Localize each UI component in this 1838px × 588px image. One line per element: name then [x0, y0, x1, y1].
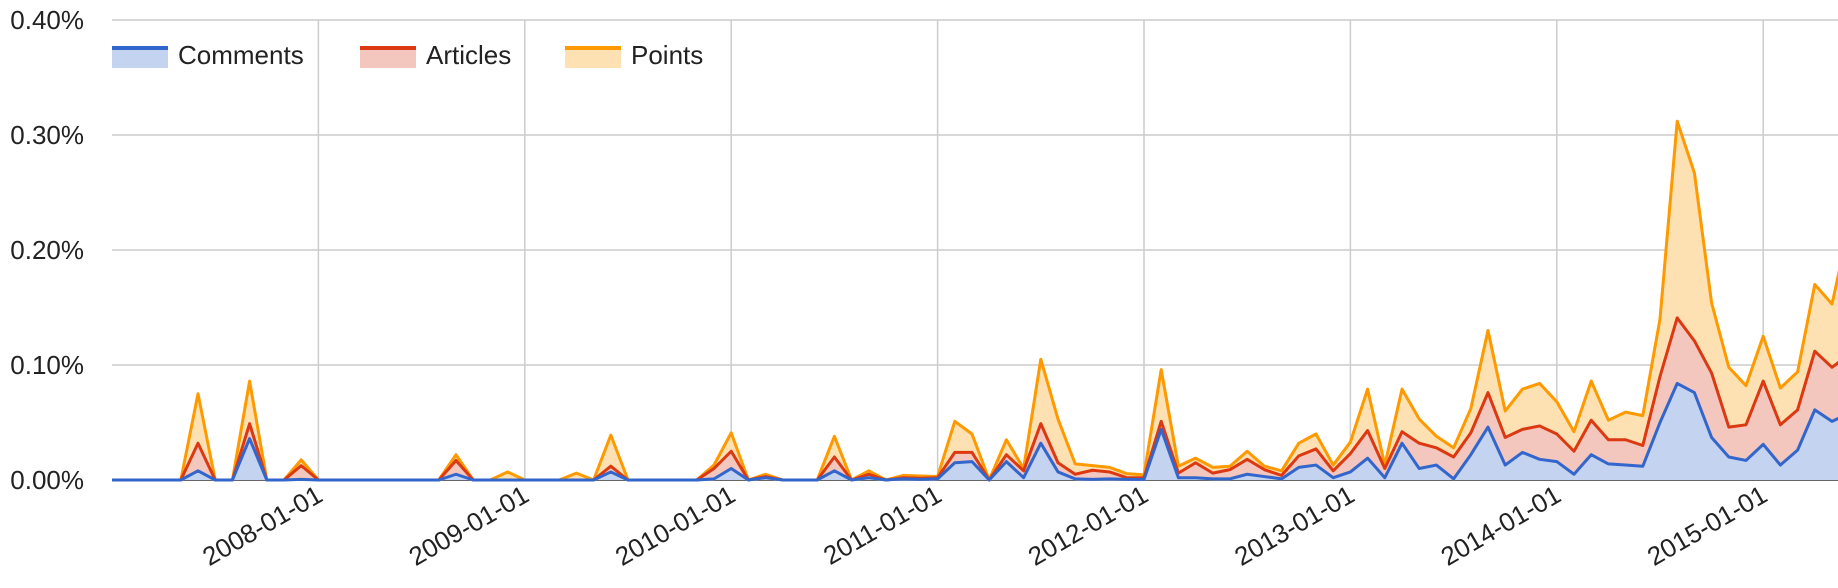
y-tick-label: 0.20% — [10, 235, 84, 265]
x-tick-label: 2009-01-01 — [404, 479, 534, 571]
x-tick-label: 2011-01-01 — [818, 479, 947, 571]
x-tick-label: 2013-01-01 — [1229, 479, 1359, 571]
legend-item-comments: Comments — [112, 40, 304, 70]
legend-swatch — [360, 48, 416, 68]
x-tick-label: 2014-01-01 — [1436, 479, 1566, 571]
axis-labels: 0.00% 0.10% 0.20% 0.30% 0.40% 2008-01-01 2009-… — [10, 5, 1772, 572]
x-tick-label: 2015-01-01 — [1642, 479, 1772, 571]
legend-item-points: Points — [565, 40, 703, 70]
area-comments — [112, 383, 1838, 480]
legend-item-articles: Articles — [360, 40, 511, 70]
series-areas — [112, 121, 1838, 480]
x-tick-label: 2012-01-01 — [1023, 479, 1153, 571]
y-tick-label: 0.30% — [10, 120, 84, 150]
y-tick-label: 0.00% — [10, 465, 84, 495]
x-tick-label: 2008-01-01 — [197, 479, 327, 571]
line-comments — [112, 381, 1838, 482]
y-tick-label: 0.40% — [10, 5, 84, 35]
y-tick-label: 0.10% — [10, 350, 84, 380]
x-tick-label: 2010-01-01 — [610, 479, 740, 571]
legend-swatch — [565, 48, 621, 68]
legend-label: Articles — [426, 40, 511, 70]
area-points — [112, 121, 1838, 480]
area-articles — [112, 317, 1838, 480]
legend-label: Points — [631, 40, 703, 70]
legend: Comments Articles Points — [112, 40, 703, 70]
gridlines — [112, 19, 1838, 481]
series-lines — [112, 119, 1838, 482]
legend-swatch — [112, 48, 168, 68]
legend-label: Comments — [178, 40, 304, 70]
